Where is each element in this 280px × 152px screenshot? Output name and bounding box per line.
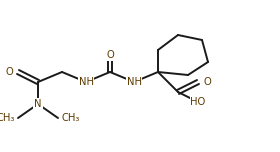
Text: O: O [203,77,211,87]
Text: CH₃: CH₃ [61,113,79,123]
Text: HO: HO [190,97,206,107]
Text: O: O [5,67,13,77]
Text: O: O [106,50,114,60]
Text: N: N [34,99,42,109]
Text: CH₃: CH₃ [0,113,15,123]
Text: NH: NH [78,77,94,87]
Text: NH: NH [127,77,141,87]
